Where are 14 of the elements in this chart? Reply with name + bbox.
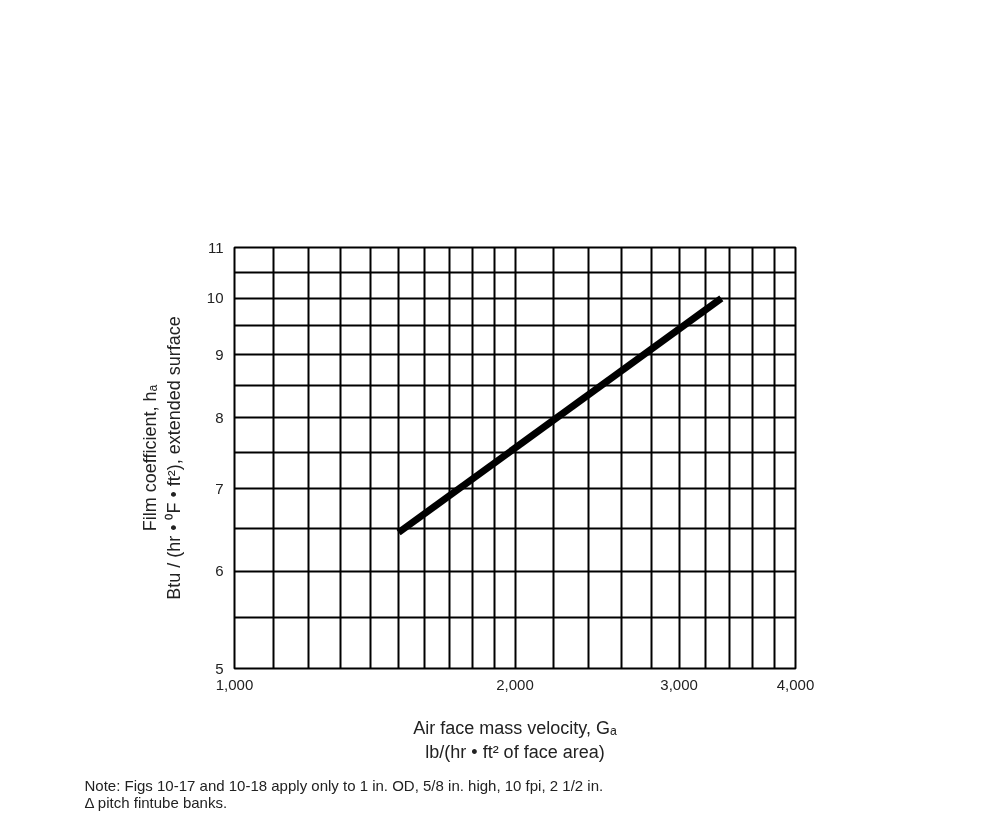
x-tick-label: 3,000 (660, 675, 698, 693)
y-tick-label: 6 (215, 562, 224, 580)
y-tick-label: 10 (206, 289, 224, 307)
y-tick-label: 5 (215, 659, 224, 677)
y-tick-label: 9 (215, 345, 224, 363)
x-tick-label: 1,000 (215, 675, 254, 693)
y-tick-label: 7 (215, 479, 224, 497)
y-tick-label: 11 (207, 238, 224, 256)
y-axis-title: Film coefficient, hₐ Btu / (hr • ⁰F • ft²), extended surface (139, 316, 184, 600)
y-tick-label: 8 (215, 408, 224, 426)
text: Note: Figs 10-17 and 10-18 apply only to 1 in. OD, 5/8 in. high, 10 fpi, 2 1/2 in. Δ pitch fintube banks. (84, 776, 604, 811)
x-tick-label: 4,000 (776, 675, 815, 693)
x-tick-label: 2,000 (496, 675, 534, 693)
x-axis-title: Air face mass velocity, Gₐ lb/(hr • ft² of face area) (413, 717, 618, 762)
